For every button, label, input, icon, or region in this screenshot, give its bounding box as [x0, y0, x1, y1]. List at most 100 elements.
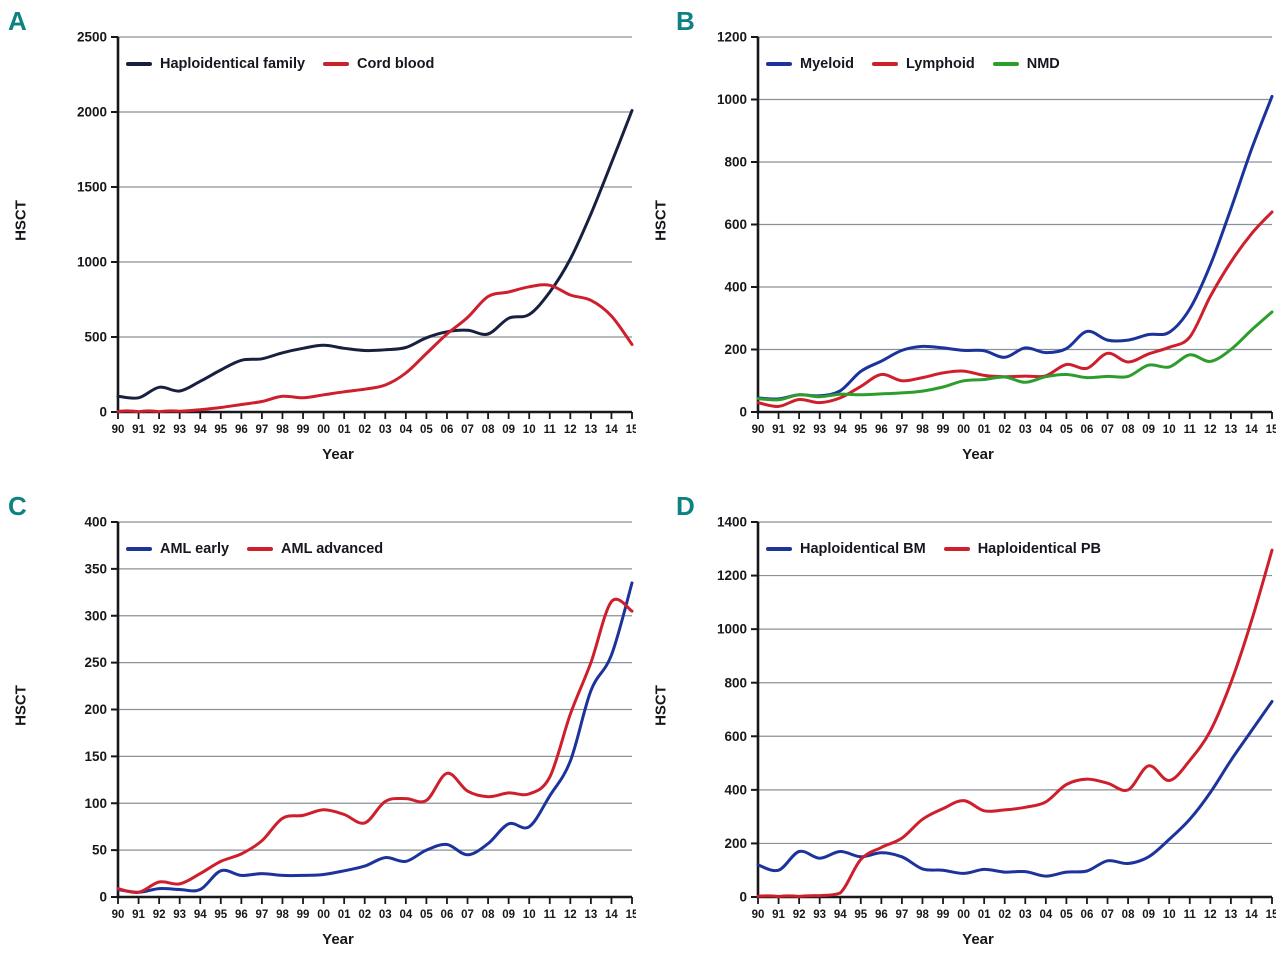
- y-tick-label: 0: [739, 890, 747, 905]
- x-tick-label: 00: [317, 424, 330, 436]
- x-tick-label: 90: [112, 424, 125, 436]
- y-tick-label: 500: [84, 330, 107, 345]
- x-tick-label: 93: [173, 909, 186, 921]
- legend-label: Haploidentical PB: [977, 541, 1101, 557]
- y-tick-label: 0: [739, 405, 747, 420]
- x-tick-label: 97: [896, 909, 909, 921]
- x-tick-label: 10: [1163, 909, 1176, 921]
- legend-item-aml-advanced: AML advanced: [247, 541, 383, 557]
- legend-swatch-nmd: [992, 62, 1019, 66]
- legend: AML early AML advanced: [126, 541, 383, 557]
- y-tick-label: 800: [724, 155, 747, 170]
- x-tick-label: 90: [752, 424, 765, 436]
- x-tick-label: 14: [605, 424, 618, 436]
- x-tick-label: 03: [1019, 909, 1032, 921]
- x-tick-label: 06: [1081, 909, 1094, 921]
- legend: Haploidentical BM Haploidentical PB: [766, 541, 1101, 557]
- y-tick-label: 800: [724, 675, 747, 690]
- x-tick-label: 05: [1060, 424, 1073, 436]
- y-tick-label: 400: [724, 782, 747, 797]
- legend-swatch-myeloid: [766, 62, 792, 66]
- series-line-lymphoid: [756, 210, 1274, 408]
- x-tick-label: 00: [957, 424, 970, 436]
- x-axis-title: Year: [322, 446, 354, 463]
- x-tick-label: 13: [584, 909, 597, 921]
- x-tick-label: 03: [379, 424, 392, 436]
- y-tick-label: 250: [84, 655, 107, 670]
- x-tick-label: 06: [1081, 424, 1094, 436]
- x-tick-label: 93: [173, 424, 186, 436]
- panel-d: D HSCT 0 200 400 600 800 1000 1200 1400 90 91 92 93…: [640, 485, 1280, 970]
- y-tick-label: 100: [84, 796, 107, 811]
- x-tick-label: 03: [1019, 424, 1032, 436]
- y-tick-label: 200: [724, 342, 747, 357]
- y-tick-label: 50: [92, 843, 107, 858]
- legend-label: NMD: [1026, 56, 1060, 72]
- x-tick-label: 90: [112, 909, 125, 921]
- x-tick-label: 97: [256, 424, 269, 436]
- x-tick-label: 12: [1204, 909, 1217, 921]
- x-tick-label: 12: [564, 909, 577, 921]
- series-line-haploidentical-pb: [756, 548, 1274, 898]
- legend-swatch-cord-blood: [323, 62, 350, 66]
- x-tick-label: 02: [998, 424, 1011, 436]
- x-tick-label: 97: [896, 424, 909, 436]
- x-tick-label: 91: [132, 909, 145, 921]
- legend-label: AML early: [160, 541, 230, 557]
- legend-label: Lymphoid: [905, 56, 975, 72]
- x-tick-label: 08: [1122, 909, 1135, 921]
- x-tick-label: 93: [813, 424, 826, 436]
- x-tick-label: 95: [854, 909, 867, 921]
- x-tick-label: 09: [502, 909, 515, 921]
- x-tick-label: 92: [153, 909, 166, 921]
- legend-item-cord-blood: Cord blood: [323, 56, 434, 72]
- legend-item-haploidentical-pb: Haploidentical PB: [943, 541, 1101, 557]
- x-tick-label: 11: [544, 909, 557, 921]
- x-tick-label: 14: [1245, 909, 1258, 921]
- x-tick-label: 13: [1224, 909, 1237, 921]
- x-tick-label: 95: [214, 909, 227, 921]
- x-tick-label: 15: [626, 909, 636, 921]
- legend-item-haploidentical-family: Haploidentical family: [126, 56, 305, 72]
- legend: Haploidentical family Cord blood: [126, 56, 434, 72]
- y-tick-label: 1000: [717, 92, 747, 107]
- y-tick-label: 600: [724, 217, 747, 232]
- x-tick-label: 12: [564, 424, 577, 436]
- legend-swatch-haploidentical-bm: [766, 547, 792, 551]
- y-tick-label: 1400: [717, 515, 747, 530]
- y-tick-label: 1500: [77, 180, 107, 195]
- line-chart-haplo-vs-cord: 0 500 1000 1500 2000 2500 90 91 92 93 94 95 96 97 98 99…: [40, 6, 639, 464]
- x-tick-label: 95: [854, 424, 867, 436]
- x-tick-label: 11: [544, 424, 557, 436]
- legend-swatch-haploidentical-pb: [943, 547, 970, 551]
- x-tick-label: 90: [752, 909, 765, 921]
- x-tick-label: 05: [420, 424, 433, 436]
- x-tick-label: 14: [605, 909, 618, 921]
- y-axis-title: HSCT: [652, 685, 670, 726]
- y-tick-label: 1200: [717, 30, 747, 45]
- legend-swatch-aml-advanced: [247, 547, 274, 551]
- x-tick-label: 15: [1266, 424, 1276, 436]
- x-tick-label: 13: [584, 424, 597, 436]
- x-tick-label: 98: [916, 909, 929, 921]
- x-tick-label: 96: [235, 424, 248, 436]
- panel-d-label: D: [676, 491, 695, 521]
- x-tick-label: 98: [276, 424, 289, 436]
- x-tick-label: 07: [1101, 909, 1114, 921]
- x-tick-label: 04: [1039, 909, 1052, 921]
- y-axis-title: HSCT: [12, 200, 30, 241]
- x-axis-title: Year: [962, 931, 994, 948]
- y-tick-label: 1000: [77, 255, 107, 270]
- legend-swatch-haploidentical-family: [126, 62, 152, 66]
- x-tick-label: 08: [1122, 424, 1135, 436]
- panel-c: C HSCT 0 50 100 150 200 250 300 350 400 90 91 92 93 9…: [0, 485, 640, 970]
- x-tick-label: 94: [194, 424, 207, 436]
- x-tick-label: 92: [153, 424, 166, 436]
- y-tick-label: 600: [724, 729, 747, 744]
- y-tick-label: 200: [84, 702, 107, 717]
- line-chart-aml-stage: 0 50 100 150 200 250 300 350 400 90 91 92 93 94 95 96 97…: [40, 491, 639, 949]
